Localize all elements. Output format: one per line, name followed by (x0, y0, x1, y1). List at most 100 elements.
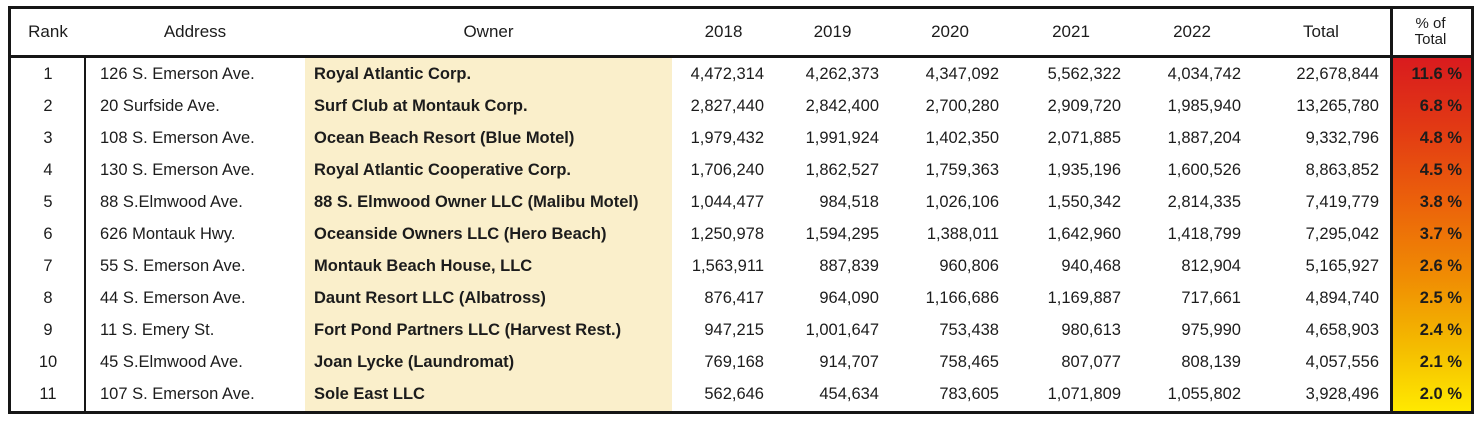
cell-total: 8,863,852 (1305, 160, 1379, 179)
cell-2018: 1,563,911 (691, 256, 764, 275)
cell-2019: 4,262,373 (805, 64, 879, 83)
cell-2020: 758,465 (939, 352, 999, 371)
cell-2020: 1,402,350 (925, 128, 999, 147)
cell-rank: 10 (38, 352, 58, 371)
cell-2022: 1,418,799 (1167, 224, 1241, 243)
table-grid: Rank Address Owner 2018 2019 2020 2021 2… (11, 9, 1471, 410)
revenue-table: Rank Address Owner 2018 2019 2020 2021 2… (8, 6, 1474, 414)
cell-owner: Royal Atlantic Cooperative Corp. (314, 160, 572, 179)
cell-rank: 11 (39, 384, 57, 403)
cell-address: 44 S. Emerson Ave. (100, 288, 246, 307)
cell-2022: 4,034,742 (1167, 64, 1241, 83)
cell-owner: Joan Lycke (Laundromat) (314, 352, 515, 371)
cell-owner: Oceanside Owners LLC (Hero Beach) (314, 224, 607, 243)
cell-pct-of-total: 4.8 % (1419, 128, 1462, 147)
cell-owner: Royal Atlantic Corp. (314, 64, 472, 83)
cell-rank: 7 (43, 256, 53, 275)
cell-rank: 2 (43, 96, 53, 115)
cell-pct-of-total: 2.4 % (1419, 320, 1462, 339)
cell-2021: 1,550,342 (1047, 192, 1121, 211)
cell-total: 3,928,496 (1305, 384, 1379, 403)
column-header-rank: Rank (11, 9, 85, 58)
cell-rank: 3 (43, 128, 53, 147)
cell-2021: 807,077 (1061, 352, 1121, 371)
cell-2019: 914,707 (819, 352, 879, 371)
cell-pct-of-total: 2.6 % (1419, 256, 1462, 275)
cell-address: 55 S. Emerson Ave. (100, 256, 246, 275)
column-header-2018: 2018 (672, 9, 775, 58)
cell-2020: 1,166,686 (925, 288, 999, 307)
cell-rank: 5 (43, 192, 53, 211)
pct-column-heatmap (1393, 58, 1471, 411)
cell-pct-of-total: 11.6 % (1411, 64, 1462, 83)
cell-2018: 1,979,432 (690, 128, 764, 147)
cell-2019: 887,839 (819, 256, 879, 275)
owner-column-highlight (305, 58, 672, 411)
column-header-2020: 2020 (890, 9, 1010, 58)
cell-2019: 1,862,527 (805, 160, 879, 179)
column-header-address: Address (85, 9, 305, 58)
cell-total: 4,894,740 (1305, 288, 1379, 307)
cell-2018: 947,215 (704, 320, 764, 339)
cell-2018: 1,044,477 (690, 192, 764, 211)
cell-2022: 717,661 (1181, 288, 1241, 307)
column-header-2022: 2022 (1132, 9, 1252, 58)
cell-address: 130 S. Emerson Ave. (100, 160, 255, 179)
cell-2019: 984,518 (819, 192, 879, 211)
cell-pct-of-total: 2.1 % (1419, 352, 1462, 371)
cell-address: 11 S. Emery St. (100, 320, 215, 339)
cell-owner: Fort Pond Partners LLC (Harvest Rest.) (314, 320, 622, 339)
cell-owner: Surf Club at Montauk Corp. (314, 96, 528, 115)
cell-2021: 980,613 (1061, 320, 1121, 339)
cell-2019: 1,991,924 (805, 128, 879, 147)
cell-address: 45 S.Elmwood Ave. (100, 352, 243, 371)
cell-rank: 6 (43, 224, 53, 243)
column-header-pct-of-total: % of Total (1390, 9, 1471, 58)
cell-address: 88 S.Elmwood Ave. (100, 192, 243, 211)
cell-2021: 1,169,887 (1047, 288, 1121, 307)
cell-2022: 1,055,802 (1167, 384, 1241, 403)
cell-2019: 2,842,400 (805, 96, 879, 115)
cell-2018: 562,646 (704, 384, 764, 403)
cell-2018: 1,250,978 (690, 224, 764, 243)
cell-2021: 940,468 (1061, 256, 1121, 275)
pct-header-line1: % of (1415, 15, 1446, 33)
cell-address: 126 S. Emerson Ave. (100, 64, 255, 83)
cell-2021: 1,642,960 (1047, 224, 1121, 243)
cell-pct-of-total: 3.7 % (1419, 224, 1462, 243)
cell-2018: 1,706,240 (690, 160, 764, 179)
cell-2021: 1,935,196 (1047, 160, 1121, 179)
rank-column-divider (84, 58, 86, 411)
cell-2020: 753,438 (939, 320, 999, 339)
cell-rank: 8 (43, 288, 53, 307)
cell-owner: Ocean Beach Resort (Blue Motel) (314, 128, 575, 147)
cell-owner: Sole East LLC (314, 384, 425, 403)
cell-2018: 2,827,440 (690, 96, 764, 115)
cell-2022: 2,814,335 (1167, 192, 1241, 211)
cell-owner: 88 S. Elmwood Owner LLC (Malibu Motel) (314, 192, 639, 211)
cell-address: 108 S. Emerson Ave. (100, 128, 255, 147)
cell-total: 5,165,927 (1305, 256, 1379, 275)
cell-owner: Daunt Resort LLC (Albatross) (314, 288, 546, 307)
cell-2019: 1,594,295 (805, 224, 879, 243)
column-header-2019: 2019 (775, 9, 890, 58)
cell-pct-of-total: 4.5 % (1419, 160, 1462, 179)
cell-2021: 2,071,885 (1047, 128, 1121, 147)
column-header-owner: Owner (305, 9, 672, 58)
cell-pct-of-total: 2.0 % (1419, 384, 1462, 403)
cell-2020: 1,026,106 (925, 192, 999, 211)
cell-2019: 1,001,647 (805, 320, 879, 339)
cell-total: 7,295,042 (1305, 224, 1379, 243)
cell-2020: 783,605 (939, 384, 999, 403)
cell-2022: 808,139 (1181, 352, 1241, 371)
cell-2022: 975,990 (1181, 320, 1241, 339)
cell-2020: 1,388,011 (926, 224, 999, 243)
cell-address: 626 Montauk Hwy. (100, 224, 236, 243)
cell-2020: 4,347,092 (925, 64, 999, 83)
column-header-2021: 2021 (1010, 9, 1132, 58)
cell-2020: 960,806 (939, 256, 999, 275)
cell-2022: 1,600,526 (1167, 160, 1241, 179)
cell-2019: 964,090 (819, 288, 879, 307)
cell-address: 107 S. Emerson Ave. (100, 384, 255, 403)
column-header-total: Total (1252, 9, 1390, 58)
